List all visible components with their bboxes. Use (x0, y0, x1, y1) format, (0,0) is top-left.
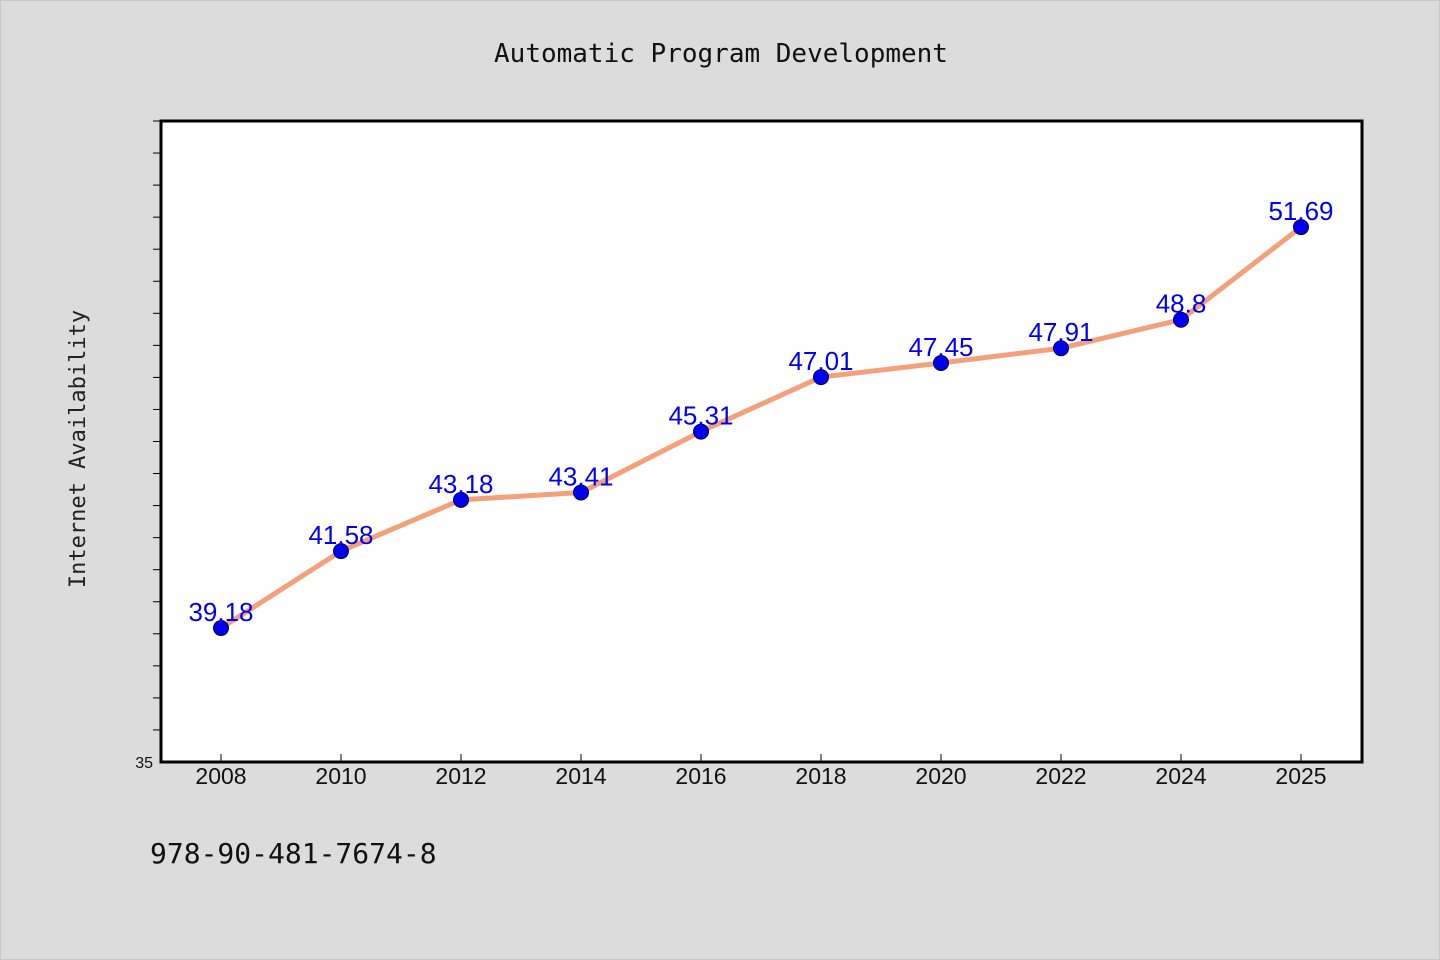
series-group: 39.18 41.58 43.18 43.41 45.31 47.01 47.45 47.91… (188, 196, 1334, 637)
data-point (213, 620, 229, 637)
data-label: 51.69 (1268, 196, 1333, 226)
x-tick-label: 2014 (555, 763, 606, 789)
data-point (933, 354, 949, 371)
isbn-text: 978-90-481-7674-8 (150, 837, 437, 870)
y-axis-ticks: 35 (135, 120, 161, 772)
x-tick-label: 2025 (1275, 763, 1326, 789)
data-label: 39.18 (188, 597, 253, 627)
data-label: 45.31 (668, 401, 733, 431)
data-point (1173, 311, 1189, 328)
chart-title: Automatic Program Development (494, 39, 948, 69)
x-tick-label: 2016 (675, 763, 726, 789)
data-label: 47.45 (908, 332, 973, 362)
y-axis-label: Internet Availability (66, 310, 91, 588)
data-label: 47.01 (788, 346, 853, 376)
data-point (813, 369, 829, 386)
x-tick-label: 2018 (795, 763, 846, 789)
data-label: 47.91 (1028, 317, 1093, 347)
plot-area (159, 119, 1364, 764)
x-tick-label: 2022 (1035, 763, 1086, 789)
data-label: 41.58 (308, 520, 373, 550)
data-point (453, 491, 469, 508)
x-tick-label: 2020 (915, 763, 966, 789)
x-tick-label: 2010 (315, 763, 366, 789)
x-axis-ticks: 2008 2010 2012 2014 2016 2018 2020 2022 2024 2025 (195, 754, 1327, 789)
data-label: 43.41 (548, 461, 613, 491)
x-tick-label: 2012 (435, 763, 486, 789)
x-tick-label: 2008 (195, 763, 246, 789)
data-point (573, 484, 589, 501)
y-tick-label: 35 (135, 755, 153, 772)
x-tick-label: 2024 (1155, 763, 1206, 789)
data-label: 43.18 (428, 469, 493, 499)
data-point (693, 423, 709, 440)
series-line (218, 224, 1304, 631)
data-point (1293, 219, 1309, 236)
data-label: 48.8 (1156, 289, 1207, 319)
data-point (333, 543, 349, 560)
data-point (1053, 340, 1069, 357)
